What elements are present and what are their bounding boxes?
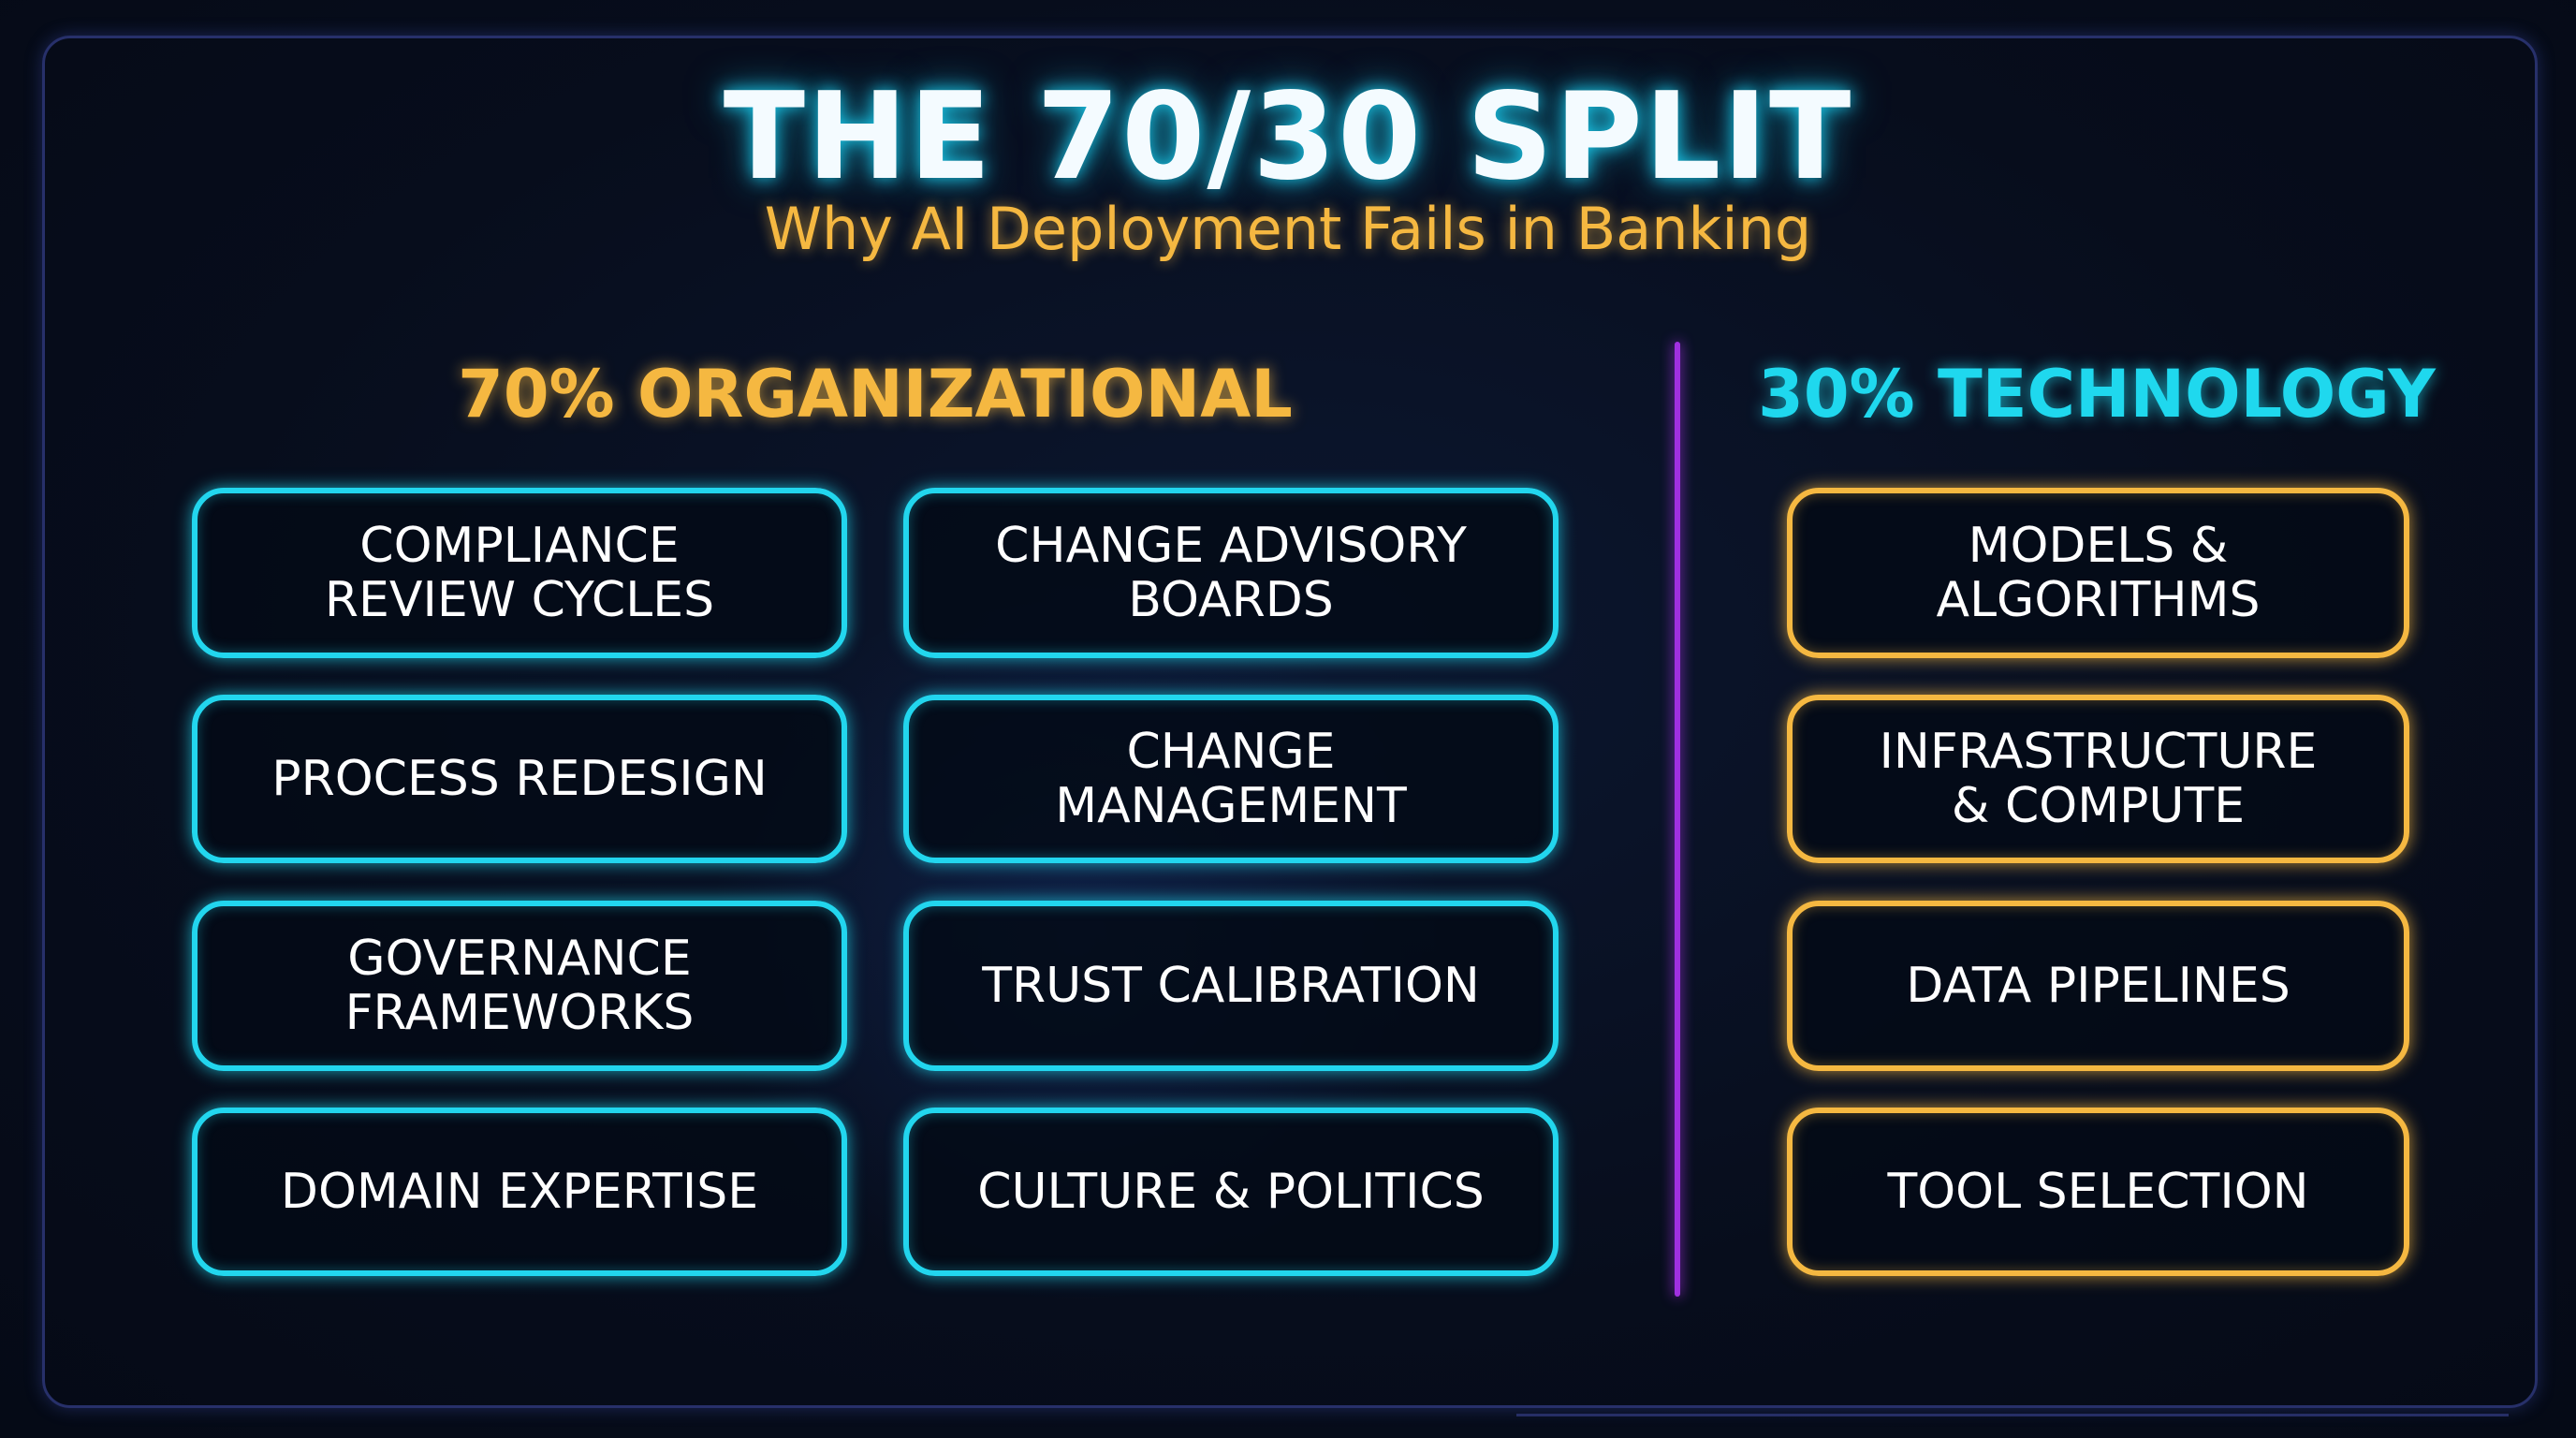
org-item-label: COMPLIANCE REVIEW CYCLES — [324, 518, 715, 628]
page-subtitle: Why AI Deployment Fails in Banking — [764, 195, 1812, 263]
org-item-card: CHANGE MANAGEMENT — [903, 695, 1559, 863]
org-item-label: GOVERNANCE FRAMEWORKS — [344, 931, 695, 1041]
org-item-card: COMPLIANCE REVIEW CYCLES — [192, 488, 847, 658]
tech-item-label: DATA PIPELINES — [1906, 958, 2291, 1014]
org-item-label: CHANGE MANAGEMENT — [1055, 724, 1407, 834]
tech-item-card: MODELS & ALGORITHMS — [1787, 488, 2409, 658]
tech-item-card: DATA PIPELINES — [1787, 901, 2409, 1071]
tech-item-label: TOOL SELECTION — [1887, 1164, 2309, 1220]
org-item-card: DOMAIN EXPERTISE — [192, 1108, 847, 1276]
tech-item-card: TOOL SELECTION — [1787, 1108, 2409, 1276]
tech-item-label: INFRASTRUCTURE & COMPUTE — [1879, 724, 2318, 834]
page-title: THE 70/30 SPLIT — [723, 67, 1853, 207]
org-item-card: CHANGE ADVISORY BOARDS — [903, 488, 1559, 658]
org-item-card: CULTURE & POLITICS — [903, 1108, 1559, 1276]
org-item-label: CULTURE & POLITICS — [977, 1164, 1485, 1220]
decorative-line — [1516, 1414, 2509, 1416]
org-item-card: TRUST CALIBRATION — [903, 901, 1559, 1071]
org-item-label: TRUST CALIBRATION — [982, 958, 1480, 1014]
decorative-frame — [42, 36, 2538, 1408]
section-divider — [1675, 342, 1680, 1297]
technology-heading: 30% TECHNOLOGY — [1758, 356, 2436, 433]
org-item-card: GOVERNANCE FRAMEWORKS — [192, 901, 847, 1071]
org-item-label: DOMAIN EXPERTISE — [280, 1164, 759, 1220]
org-item-label: CHANGE ADVISORY BOARDS — [995, 518, 1467, 628]
tech-item-label: MODELS & ALGORITHMS — [1936, 518, 2261, 628]
org-item-label: PROCESS REDESIGN — [271, 751, 768, 807]
organizational-heading: 70% ORGANIZATIONAL — [458, 356, 1293, 433]
org-item-card: PROCESS REDESIGN — [192, 695, 847, 863]
tech-item-card: INFRASTRUCTURE & COMPUTE — [1787, 695, 2409, 863]
